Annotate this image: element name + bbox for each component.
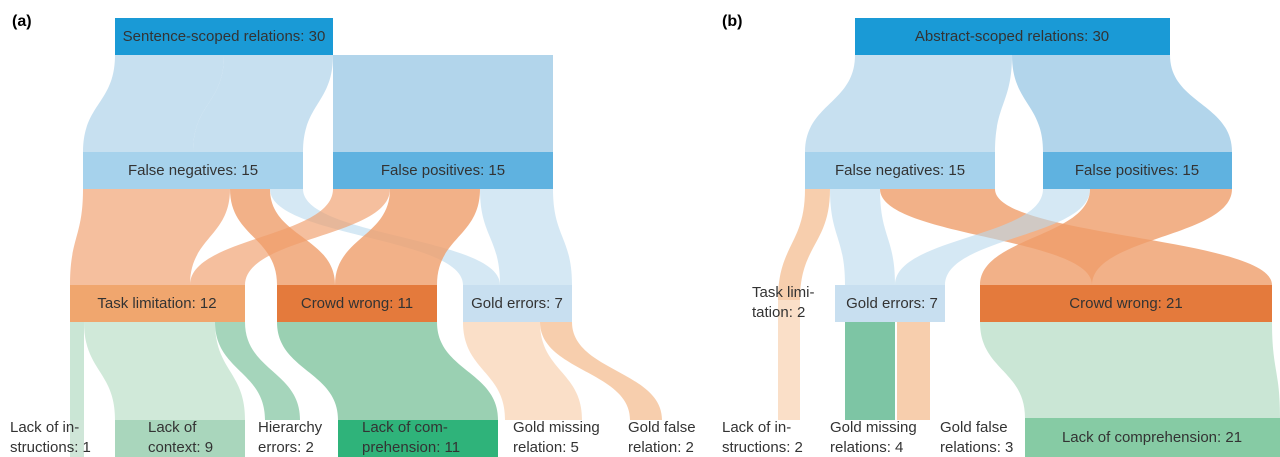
node-label: Gold errors: 7 xyxy=(846,295,938,312)
flow xyxy=(84,322,245,420)
flow xyxy=(540,322,662,420)
node xyxy=(338,420,498,457)
node-label: structions: 2 xyxy=(722,439,803,456)
node-label: relation: 5 xyxy=(513,439,579,456)
node-label: Lack of com- xyxy=(362,419,448,436)
node-label: Crowd wrong: 11 xyxy=(301,295,413,312)
node-label: False positives: 15 xyxy=(1075,162,1199,179)
node-label: Sentence-scoped relations: 30 xyxy=(123,28,326,45)
flow xyxy=(335,189,480,285)
node-label: relation: 2 xyxy=(628,439,694,456)
node-label: Task limitation: 12 xyxy=(97,295,216,312)
node-label: Gold missing xyxy=(513,419,600,436)
node-label: Task limi- xyxy=(752,284,815,301)
node-label: Gold errors: 7 xyxy=(471,295,563,312)
node-label: context: 9 xyxy=(148,439,213,456)
panel-tag: (a) xyxy=(12,13,32,30)
flow xyxy=(480,189,572,285)
flow xyxy=(897,322,930,420)
node xyxy=(1043,152,1232,189)
node-label: Lack of xyxy=(148,419,197,436)
node-label: relations: 4 xyxy=(830,439,903,456)
flow xyxy=(830,189,895,285)
node-label: False negatives: 15 xyxy=(128,162,258,179)
panel-tag: (b) xyxy=(722,13,742,30)
flow xyxy=(277,322,498,420)
flow xyxy=(895,189,1090,285)
node-label: Lack of in- xyxy=(10,419,79,436)
flow xyxy=(805,55,1012,152)
node xyxy=(463,285,572,322)
node-label: Gold false xyxy=(940,419,1008,436)
node-label: tation: 2 xyxy=(752,304,805,321)
node-label: Crowd wrong: 21 xyxy=(1069,295,1182,312)
node-label: Lack of in- xyxy=(722,419,791,436)
node-label: Hierarchy xyxy=(258,419,323,436)
node xyxy=(83,152,303,189)
node-label: False negatives: 15 xyxy=(835,162,965,179)
node-label: structions: 1 xyxy=(10,439,91,456)
flow xyxy=(193,55,333,152)
flow xyxy=(980,322,1280,418)
nodes: Sentence-scoped relations: 30 False negat… xyxy=(10,18,1280,457)
node-label: Lack of comprehension: 21 xyxy=(1062,429,1242,446)
flow xyxy=(70,322,84,420)
node xyxy=(115,420,245,457)
flow xyxy=(463,322,582,420)
flow xyxy=(778,189,830,300)
node xyxy=(277,285,437,322)
node xyxy=(1025,418,1280,457)
node xyxy=(70,285,245,322)
node-label: Gold false xyxy=(628,419,696,436)
flow xyxy=(980,189,1232,285)
flow xyxy=(83,55,224,152)
flows xyxy=(70,55,1280,420)
flow xyxy=(333,55,553,152)
flow xyxy=(70,189,230,285)
node xyxy=(855,18,1170,55)
node-label: errors: 2 xyxy=(258,439,314,456)
node-label: Abstract-scoped relations: 30 xyxy=(915,28,1109,45)
node xyxy=(70,420,84,457)
node xyxy=(115,18,333,55)
node xyxy=(835,285,945,322)
flow xyxy=(845,322,895,420)
node-label: prehension: 11 xyxy=(362,439,460,456)
node xyxy=(333,152,553,189)
node xyxy=(805,152,995,189)
flow xyxy=(190,189,390,285)
node-label: Gold missing xyxy=(830,419,917,436)
flow xyxy=(778,300,800,420)
flow xyxy=(1012,55,1232,152)
flow xyxy=(215,322,300,420)
node xyxy=(980,285,1272,322)
node-label: False positives: 15 xyxy=(381,162,505,179)
node-label: relations: 3 xyxy=(940,439,1013,456)
